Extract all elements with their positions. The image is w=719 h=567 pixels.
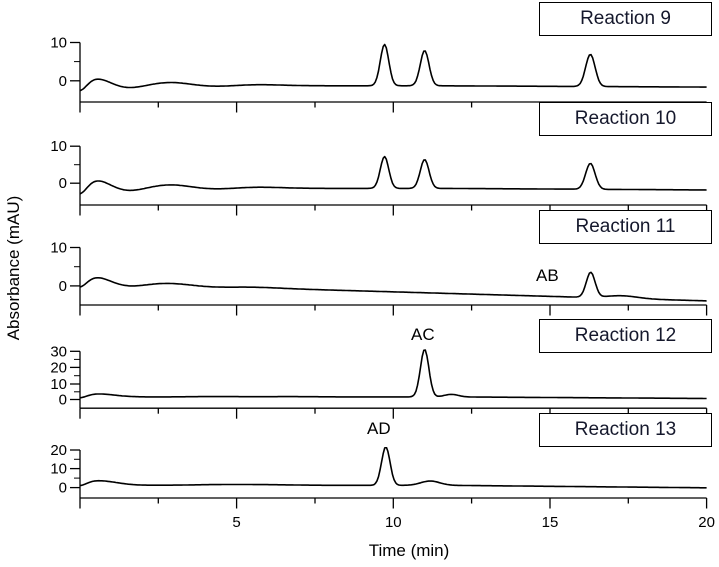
svg-text:15: 15 [542,514,559,531]
svg-text:20: 20 [50,442,67,459]
svg-text:30: 30 [50,343,67,360]
svg-text:10: 10 [50,240,67,257]
svg-text:0: 0 [59,480,67,497]
svg-text:10: 10 [50,461,67,478]
svg-text:20: 20 [50,359,67,376]
svg-text:0: 0 [59,175,67,192]
svg-text:20: 20 [698,514,715,531]
svg-text:0: 0 [59,392,67,409]
svg-text:10: 10 [50,35,67,52]
svg-text:0: 0 [59,278,67,295]
svg-text:10: 10 [385,514,402,531]
svg-text:5: 5 [232,514,240,531]
svg-text:0: 0 [59,73,67,90]
svg-text:10: 10 [50,138,67,155]
svg-text:10: 10 [50,376,67,393]
